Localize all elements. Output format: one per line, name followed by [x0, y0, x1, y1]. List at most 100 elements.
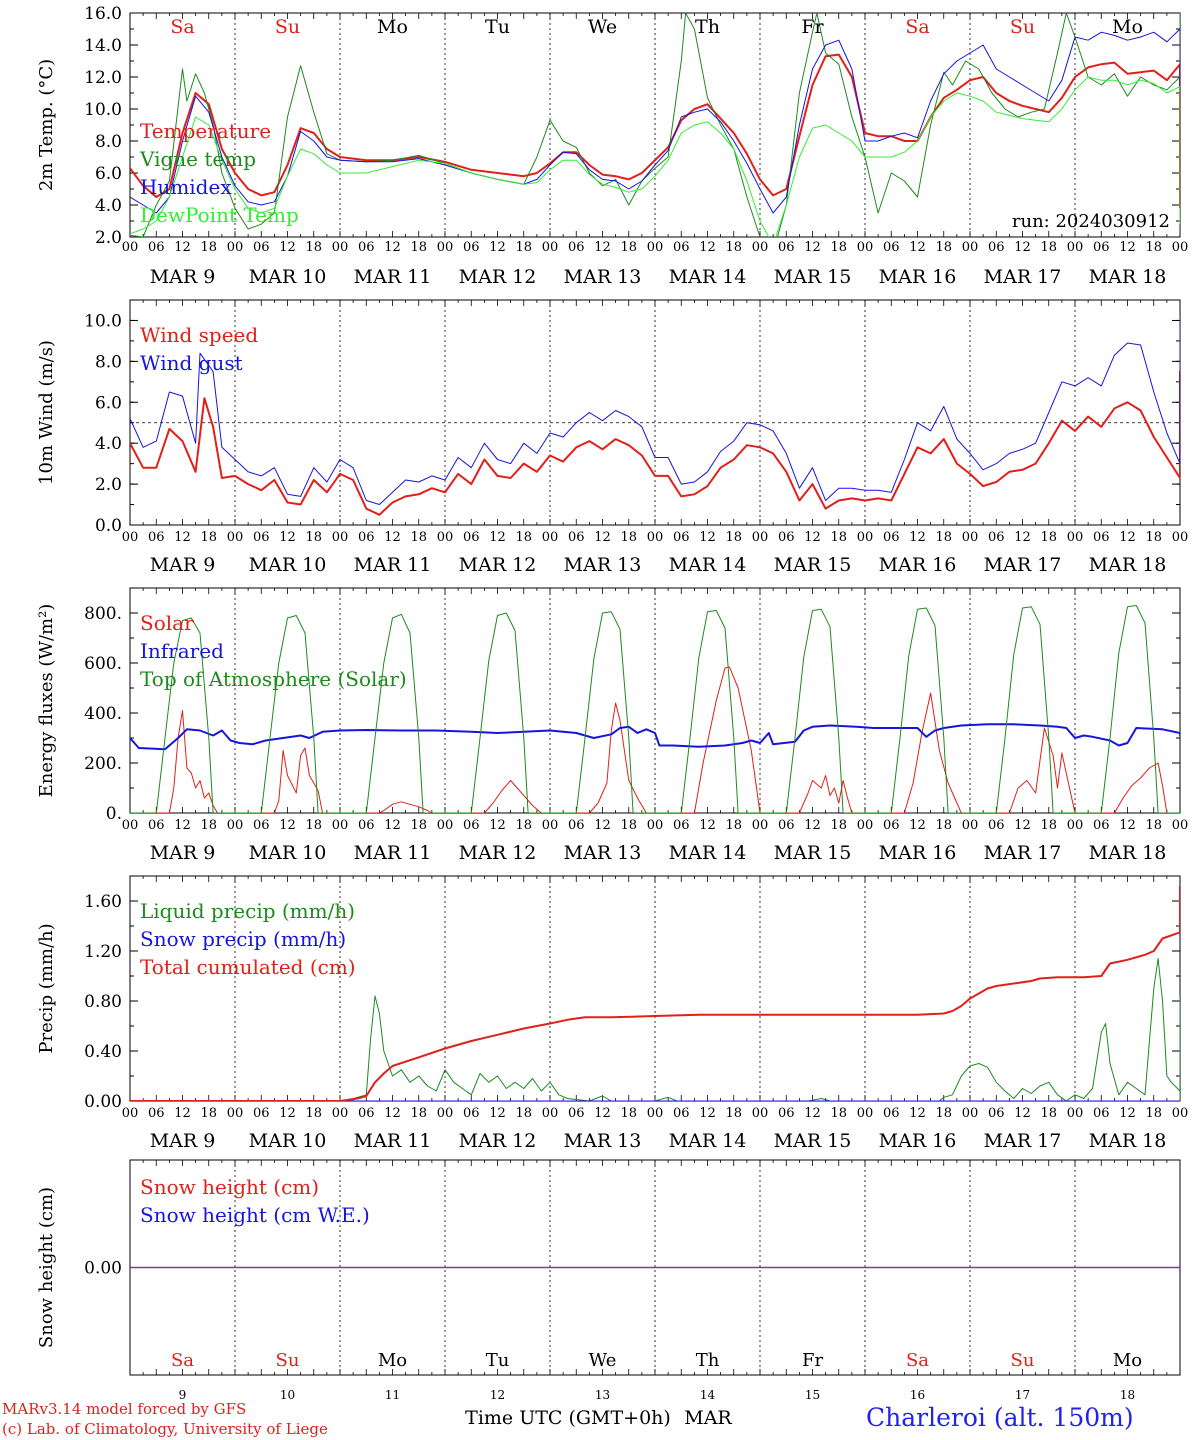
date-label: MAR 9 [150, 554, 216, 576]
hour-tick-label: 12 [489, 530, 506, 545]
series-line-liquid-precip-mm-h- [130, 958, 1180, 1101]
series-line-solar [130, 666, 1180, 813]
y-tick-label: 2.0 [95, 228, 122, 248]
y-axis-label: Precip (mm/h) [36, 923, 57, 1053]
hour-tick-label: 12 [279, 818, 296, 833]
hour-tick-label: 18 [1040, 530, 1057, 545]
hour-tick-label: 18 [935, 240, 952, 255]
series-line-wind-speed [130, 370, 1180, 516]
hour-tick-label: 06 [253, 240, 270, 255]
series-line-top-of-atmosphere-solar- [130, 605, 1180, 813]
bottom-day-number: 10 [280, 1388, 295, 1402]
hour-tick-label: 12 [174, 240, 191, 255]
hour-tick-label: 18 [1145, 530, 1162, 545]
hour-tick-label: 12 [174, 818, 191, 833]
hour-tick-label: 18 [515, 1106, 532, 1121]
hour-tick-label: 18 [200, 240, 217, 255]
hour-tick-label: 00 [332, 240, 349, 255]
date-label: MAR 14 [669, 1130, 747, 1152]
y-tick-label: 0.00 [84, 1259, 122, 1279]
bottom-day-abbr: Th [696, 1350, 720, 1371]
hour-tick-label: 00 [1067, 240, 1084, 255]
hour-tick-label: 18 [620, 1106, 637, 1121]
bottom-day-number: 12 [490, 1388, 505, 1402]
credit-line-1: MARv3.14 model forced by GFS [2, 1400, 247, 1418]
hour-tick-label: 00 [332, 818, 349, 833]
hour-tick-label: 18 [1145, 240, 1162, 255]
hour-tick-label: 06 [253, 1106, 270, 1121]
hour-tick-label: 12 [699, 240, 716, 255]
hour-tick-label: 18 [1040, 240, 1057, 255]
bottom-day-number: 15 [805, 1388, 820, 1402]
hour-tick-label: 12 [909, 530, 926, 545]
hour-tick-label: 06 [148, 240, 165, 255]
hour-tick-label: 06 [673, 240, 690, 255]
x-axis-label: Time UTC (GMT+0h) [465, 1407, 671, 1429]
date-label: MAR 11 [354, 554, 432, 576]
legend-entry: Infrared [140, 639, 224, 663]
hour-tick-label: 12 [1119, 530, 1136, 545]
panel-snow: 0.00 Snow height (cm) Snow height (cm) Snow… [36, 1159, 1181, 1376]
hour-tick-label: 12 [384, 530, 401, 545]
date-label: MAR 9 [150, 842, 216, 864]
hour-tick-label: 18 [620, 240, 637, 255]
hour-tick-label: 12 [804, 530, 821, 545]
series-line-temperature [130, 53, 1180, 209]
date-label: MAR 11 [354, 842, 432, 864]
hour-tick-label: 06 [883, 818, 900, 833]
y-tick-label: 400. [84, 704, 122, 724]
date-label: MAR 13 [564, 554, 642, 576]
series-line-total-cumulated-cm- [130, 886, 1180, 1101]
date-label: MAR 16 [879, 554, 957, 576]
bottom-day-abbr: Tu [486, 1350, 510, 1371]
hour-tick-label: 18 [410, 1106, 427, 1121]
y-tick-label: 10.0 [84, 100, 122, 120]
y-axis-label: 10m Wind (m/s) [36, 340, 57, 485]
legend-entry: Wind speed [140, 323, 258, 347]
bottom-day-abbr: Sa [906, 1350, 929, 1371]
hour-tick-label: 18 [830, 1106, 847, 1121]
hour-tick-label: 00 [437, 818, 454, 833]
hour-tick-label: 00 [647, 818, 664, 833]
hour-tick-label: 06 [1093, 1106, 1110, 1121]
day-abbr-label: We [588, 16, 617, 38]
hour-tick-label: 00 [542, 1106, 559, 1121]
y-tick-label: 8.0 [95, 352, 122, 372]
hour-tick-label: 06 [568, 530, 585, 545]
hour-tick-label: 00 [542, 530, 559, 545]
hour-tick-label: 06 [148, 818, 165, 833]
hour-tick-label: 00 [647, 1106, 664, 1121]
y-tick-label: 600. [84, 654, 122, 674]
date-label: MAR 9 [150, 266, 216, 288]
hour-tick-label: 12 [279, 530, 296, 545]
y-axis-label: Energy fluxes (W/m²) [36, 604, 57, 798]
series-line-dewpoint-temp [130, 76, 1180, 237]
hour-tick-label: 06 [463, 818, 480, 833]
hour-tick-label: 12 [384, 818, 401, 833]
hour-tick-label: 00 [647, 240, 664, 255]
day-abbr-label: Su [1010, 16, 1035, 38]
hour-tick-label: 00 [332, 530, 349, 545]
legend-entry: Liquid precip (mm/h) [140, 899, 355, 923]
hour-tick-label: 18 [935, 530, 952, 545]
hour-tick-label: 00 [227, 530, 244, 545]
hour-tick-label: 06 [358, 818, 375, 833]
hour-tick-label: 18 [1145, 1106, 1162, 1121]
date-label: MAR 12 [459, 554, 537, 576]
hour-tick-label: 00 [752, 818, 769, 833]
panel-flux: 0. 200. 400. 600. 800. Energy fluxes (W/m²) So… [36, 587, 1188, 864]
y-tick-label: 4.0 [95, 434, 122, 454]
legend-entry: Vigne temp [139, 147, 256, 171]
panel-temp: 2.0 4.0 6.0 8.0 10.0 12.0 14.0 16.0 2m Temp. (°C… [36, 4, 1188, 288]
hour-tick-label: 06 [148, 1106, 165, 1121]
hour-tick-label: 18 [725, 530, 742, 545]
hour-tick-label: 00 [962, 240, 979, 255]
hour-tick-label: 00 [227, 1106, 244, 1121]
hour-tick-label: 12 [699, 818, 716, 833]
y-axis-label: 2m Temp. (°C) [36, 59, 57, 191]
hour-tick-label: 18 [1040, 818, 1057, 833]
y-tick-label: 6.0 [95, 164, 122, 184]
hour-tick-label: 00 [1067, 1106, 1084, 1121]
y-tick-label: 8.0 [95, 132, 122, 152]
